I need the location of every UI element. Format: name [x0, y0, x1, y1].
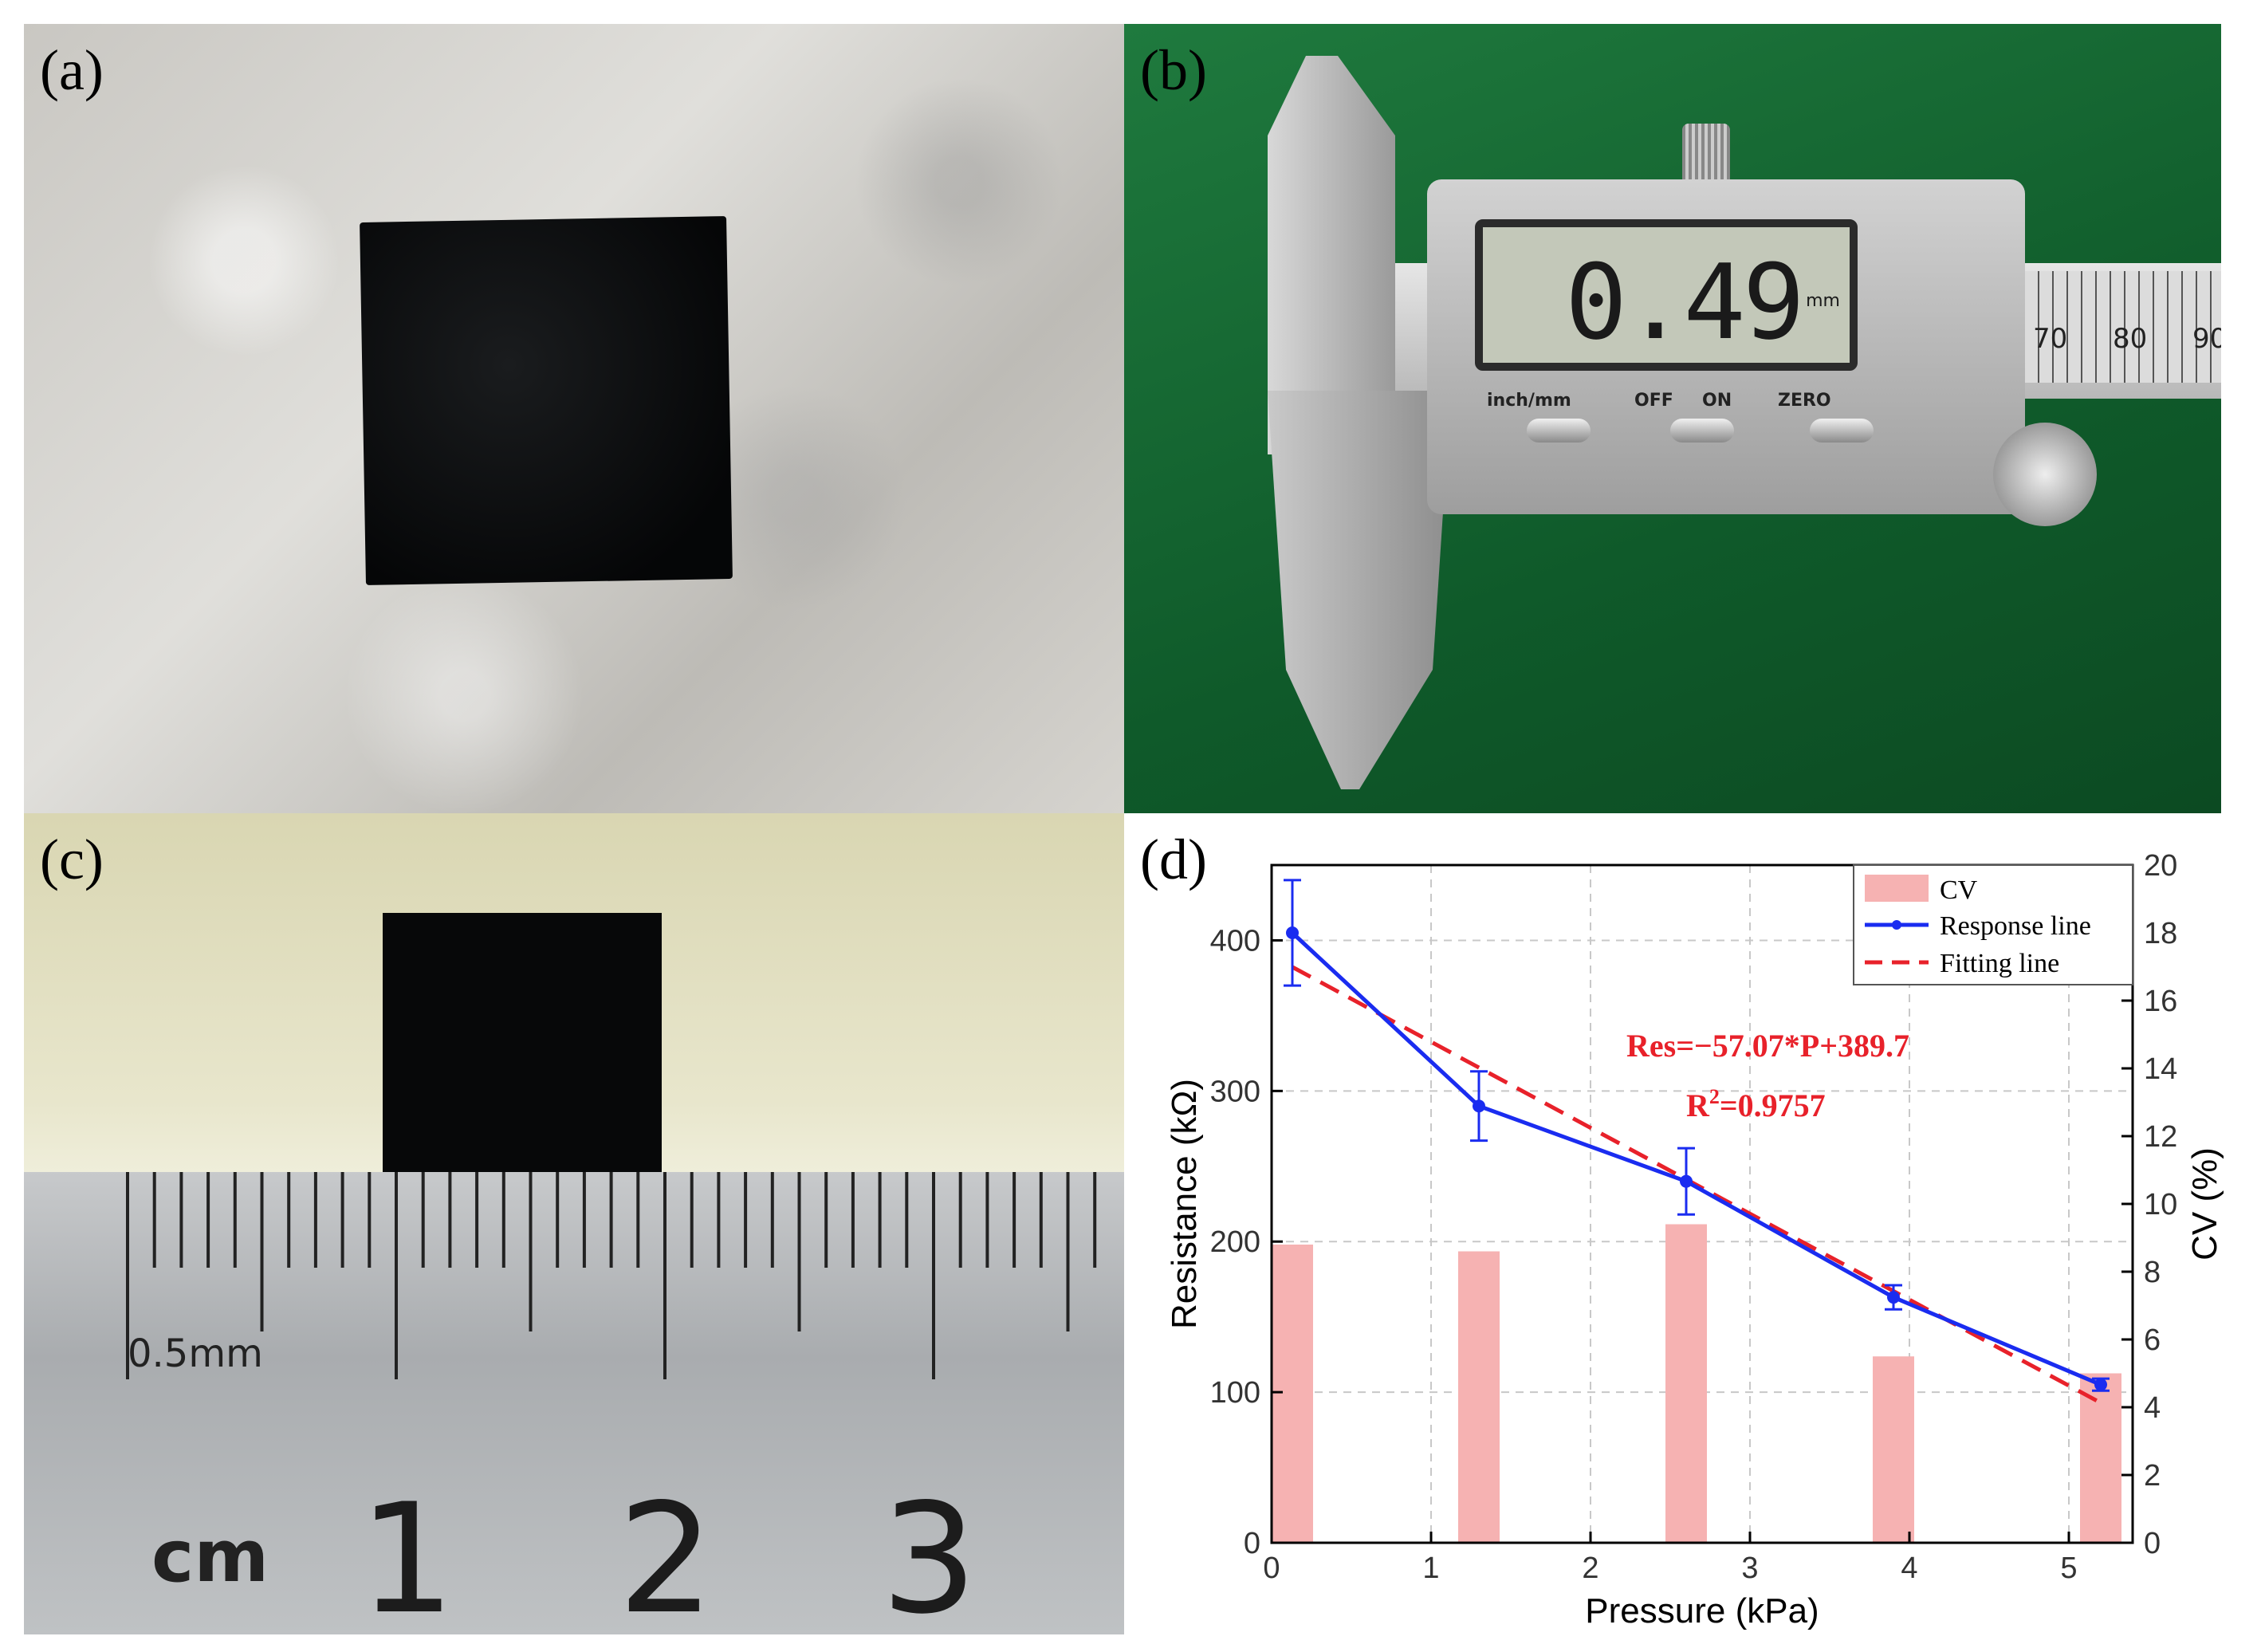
x-tick-label: 1 — [1422, 1552, 1439, 1585]
response-point — [1680, 1174, 1693, 1188]
y-tick-label: 0 — [1244, 1527, 1260, 1560]
y2-tick-label: 20 — [2144, 849, 2177, 883]
key-on: ON — [1702, 391, 1732, 411]
response-point — [1473, 1099, 1485, 1113]
x-axis-title: Pressure (kPa) — [1585, 1591, 1819, 1630]
caliper-scale: 70 80 90 — [2009, 271, 2221, 383]
y2-tick-label: 6 — [2144, 1324, 2161, 1357]
legend-label-cv: CV — [1940, 875, 1978, 905]
cv-bar — [1665, 1224, 1707, 1543]
caliper-reading: 0.49 — [1564, 242, 1805, 363]
caliper-button-on-off — [1670, 419, 1734, 442]
y2-tick-label: 10 — [2144, 1188, 2177, 1221]
fit-equation: Res=−57.07*P+389.7 — [1626, 1028, 1909, 1064]
caliper-unit: mm — [1806, 291, 1840, 311]
y2-tick-label: 4 — [2144, 1391, 2161, 1425]
ruler: 0.5mm cm 1 2 3 — [24, 1172, 1124, 1634]
response-point — [1887, 1291, 1900, 1304]
key-inch-mm: inch/mm — [1487, 391, 1571, 411]
black-film-side-view — [383, 913, 662, 1180]
ruler-small-label: 0.5mm — [128, 1331, 263, 1376]
ruler-number-1: 1 — [359, 1471, 455, 1634]
y-tick-label: 300 — [1210, 1075, 1260, 1108]
ruler-number-2: 2 — [618, 1471, 714, 1634]
key-off: OFF — [1634, 391, 1673, 411]
scale-number-80: 80 — [2113, 323, 2148, 355]
legend-label-response: Response line — [1940, 911, 2091, 941]
chart-panel-d: 0 1 2 3 4 5 0 100 200 300 400 0 2 4 6 8 10 12 14 16 18 20 Pres… — [1124, 813, 2256, 1642]
y-tick-label: 400 — [1210, 924, 1260, 958]
x-tick-label: 4 — [1901, 1552, 1917, 1585]
y2-tick-label: 8 — [2144, 1256, 2161, 1289]
panel-label-b: (b) — [1140, 38, 1207, 102]
y-axis-title: Resistance (kΩ) — [1165, 1079, 1204, 1329]
resistance-cv-chart: 0 1 2 3 4 5010020030040002468101214161820Pres… — [1165, 849, 2224, 1630]
photo-panel-c: 0.5mm cm 1 2 3 (c) — [24, 813, 1124, 1634]
key-zero: ZERO — [1778, 391, 1831, 411]
response-point — [2094, 1378, 2107, 1391]
y2-tick-label: 2 — [2144, 1459, 2161, 1493]
cv-bar — [1458, 1251, 1500, 1543]
ruler-number-3: 3 — [881, 1471, 977, 1634]
caliper-button-inch-mm — [1527, 419, 1591, 442]
y2-tick-label: 0 — [2144, 1527, 2161, 1560]
y-tick-label: 100 — [1210, 1376, 1260, 1410]
caliper-fixed-jaw — [1268, 56, 1395, 454]
photo-panel-a: (a) — [24, 24, 1124, 813]
legend-label-fitting: Fitting line — [1940, 949, 2059, 978]
y2-tick-label: 12 — [2144, 1120, 2177, 1154]
x-tick-label: 5 — [2060, 1552, 2077, 1585]
caliper-lock-knob — [1682, 124, 1730, 187]
ruler-cm-label: cm — [151, 1515, 269, 1599]
panel-label-a: (a) — [40, 38, 104, 102]
ruler-ticks — [126, 1172, 1097, 1379]
y-tick-label: 200 — [1210, 1225, 1260, 1259]
black-film-sample — [360, 216, 733, 585]
scale-number-90: 90 — [2192, 323, 2221, 355]
caliper-button-zero — [1810, 419, 1874, 442]
legend-swatch-cv — [1865, 875, 1929, 902]
panel-label-d: (d) — [1140, 828, 1207, 891]
photo-panel-b: 70 80 90 0.49 mm inch/mm OFF ON ZERO (b) — [1124, 24, 2221, 813]
caliper-lcd: 0.49 mm — [1475, 219, 1858, 371]
y2-axis-title: CV (%) — [2185, 1147, 2224, 1261]
x-tick-label: 2 — [1582, 1552, 1598, 1585]
cv-bar — [1873, 1356, 1914, 1543]
legend-swatch-response-marker — [1892, 920, 1901, 930]
caliper-moving-jaw — [1268, 391, 1451, 789]
y2-tick-label: 18 — [2144, 917, 2177, 950]
y2-tick-label: 14 — [2144, 1052, 2177, 1086]
response-point — [1286, 926, 1299, 939]
panel-label-c: (c) — [40, 828, 104, 891]
cv-bar — [1272, 1245, 1313, 1543]
caliper-thumb-wheel — [1993, 423, 2097, 526]
r-squared: R2=0.9757 — [1686, 1085, 1826, 1123]
cv-bar — [2080, 1373, 2121, 1543]
x-tick-label: 0 — [1263, 1552, 1280, 1585]
x-tick-label: 3 — [1741, 1552, 1758, 1585]
y2-tick-label: 16 — [2144, 985, 2177, 1018]
scale-number-70: 70 — [2033, 323, 2068, 355]
